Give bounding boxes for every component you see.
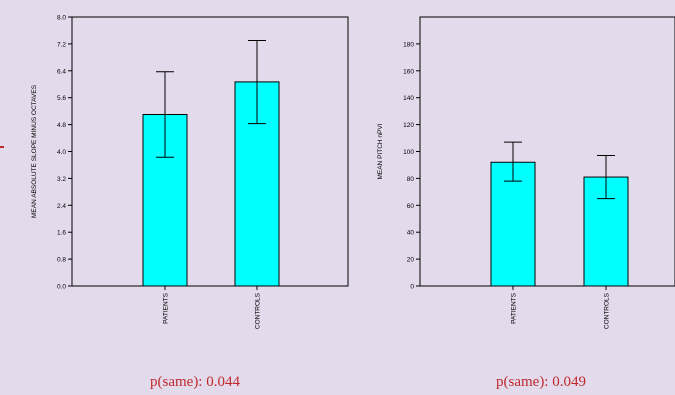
y-tick-label: 180 xyxy=(403,41,414,48)
y-tick-label: 20 xyxy=(407,257,415,264)
y-tick-label: 8.0 xyxy=(57,15,66,22)
y-tick-label: 120 xyxy=(403,122,414,129)
y-tick-label: 4.8 xyxy=(57,122,66,129)
plot-frame xyxy=(71,16,349,287)
y-tick-label: 100 xyxy=(403,149,414,156)
y-tick-label: 0.8 xyxy=(57,257,66,264)
y-axis-label: MEAN ABSOLUTE SLOPE MINUS OCTAVES xyxy=(31,84,38,218)
y-tick-label: 6.4 xyxy=(57,68,66,75)
x-tick-label-controls: CONTROLS xyxy=(255,292,262,329)
y-tick-label: 3.2 xyxy=(57,176,66,183)
x-tick-label-patients: PATIENTS xyxy=(511,292,518,323)
x-tick-label-controls: CONTROLS xyxy=(604,292,611,329)
y-tick-label: 60 xyxy=(407,203,415,210)
bar-patients xyxy=(490,161,536,287)
y-tick-label: 1.6 xyxy=(57,230,66,237)
y-tick-label: 80 xyxy=(407,176,415,183)
y-tick-label: 0.0 xyxy=(57,284,66,291)
plot-frame xyxy=(419,16,675,287)
chart-1: 0.0 0.8 1.6 2.4 3.2 4.0 4.8 5.6 6.4 7.2 8.0 MEAN AB… xyxy=(31,15,349,329)
y-tick-label: 140 xyxy=(403,95,414,102)
y-tick-label: 7.2 xyxy=(57,41,66,48)
chart-2: 0 20 40 60 80 100 120 140 160 180 MEAN PITCH nPVI P… xyxy=(377,16,675,329)
y-tick-label: 4.0 xyxy=(57,149,66,156)
p-value-left: p(same): 0.044 xyxy=(150,374,240,390)
y-tick-label: 2.4 xyxy=(57,203,66,210)
x-tick-label-patients: PATIENTS xyxy=(163,292,170,323)
y-tick-label: 5.6 xyxy=(57,95,66,102)
y-axis-label: MEAN PITCH nPVI xyxy=(377,123,384,179)
edge-mark xyxy=(0,146,4,148)
y-tick-label: 0 xyxy=(410,284,414,291)
y-tick-label: 40 xyxy=(407,230,415,237)
y-tick-label: 160 xyxy=(403,68,414,75)
p-value-right: p(same): 0.049 xyxy=(496,374,586,390)
